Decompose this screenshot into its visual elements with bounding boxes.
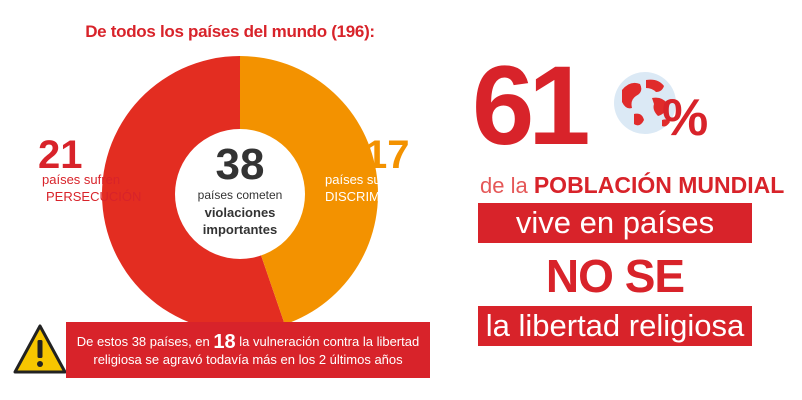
stat-percent-sign: % [662, 89, 709, 147]
stat-number: 61 [472, 43, 591, 168]
warning-banner: De estos 38 países, en 18 la vulneración… [66, 322, 430, 378]
discriminacion-label: DISCRIMINACIÓN [325, 189, 435, 204]
stat-subtitle-prefix: de la [480, 173, 528, 198]
center-label-line3: importantes [202, 222, 278, 237]
warning-number: 18 [213, 330, 236, 353]
persecucion-label-line1: países sufren [42, 172, 121, 187]
warning-icon [13, 324, 67, 374]
discriminacion-count: 17 [365, 133, 410, 177]
discriminacion-label-line1: países sufren [325, 172, 404, 187]
slice-discriminacion [240, 56, 378, 325]
donut-hole [175, 129, 305, 259]
chart-title: De todos los países del mundo (196): [85, 22, 375, 41]
center-label-line1: países cometen [197, 188, 283, 202]
persecucion-label: PERSECUCIÓN [46, 189, 142, 204]
warning-text-part1: De estos 38 países, en [76, 333, 210, 349]
warning-line1: De estos 38 países, en 18 la vulneración… [76, 330, 420, 353]
stat-subtitle: de la POBLACIÓN MUNDIAL [480, 172, 784, 199]
warning-line2: religiosa se agravó todavía más en los 2… [93, 351, 403, 367]
stat-subtitle-strong: POBLACIÓN MUNDIAL [533, 172, 785, 198]
center-label-line2: violaciones [204, 205, 276, 220]
globe-icon [614, 72, 676, 134]
center-total: 38 [215, 140, 265, 189]
donut-chart [101, 56, 378, 332]
warning-text-part2: la vulneración contra la libertad [239, 333, 420, 349]
stat-line1: vive en países donde [478, 203, 752, 280]
persecucion-count: 21 [38, 133, 83, 177]
stat-line2: la libertad religiosa [478, 306, 752, 346]
